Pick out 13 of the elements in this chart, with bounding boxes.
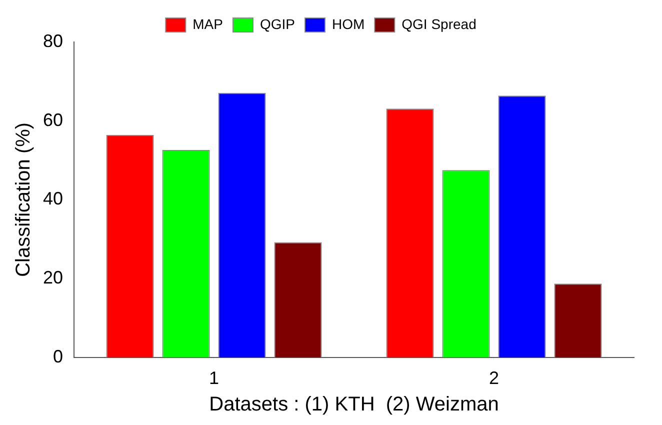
x-axis-title: Datasets : (1) KTH (2) Weizman — [209, 394, 499, 416]
legend-label: HOM — [332, 16, 365, 32]
y-tick-label: 60 — [42, 110, 64, 130]
x-tick-label: 1 — [209, 368, 220, 388]
legend-label: QGI Spread — [402, 16, 476, 32]
y-tick-label: 80 — [42, 30, 64, 51]
y-tick-label: 40 — [42, 188, 64, 209]
y-tick-label: 20 — [42, 268, 64, 288]
x-tick-label: 2 — [489, 368, 500, 388]
legend-label: MAP — [192, 16, 223, 32]
legend-label: QGIP — [260, 16, 295, 32]
y-tick-label: 0 — [53, 346, 64, 366]
y-axis-title: Classification (%) — [12, 122, 35, 277]
